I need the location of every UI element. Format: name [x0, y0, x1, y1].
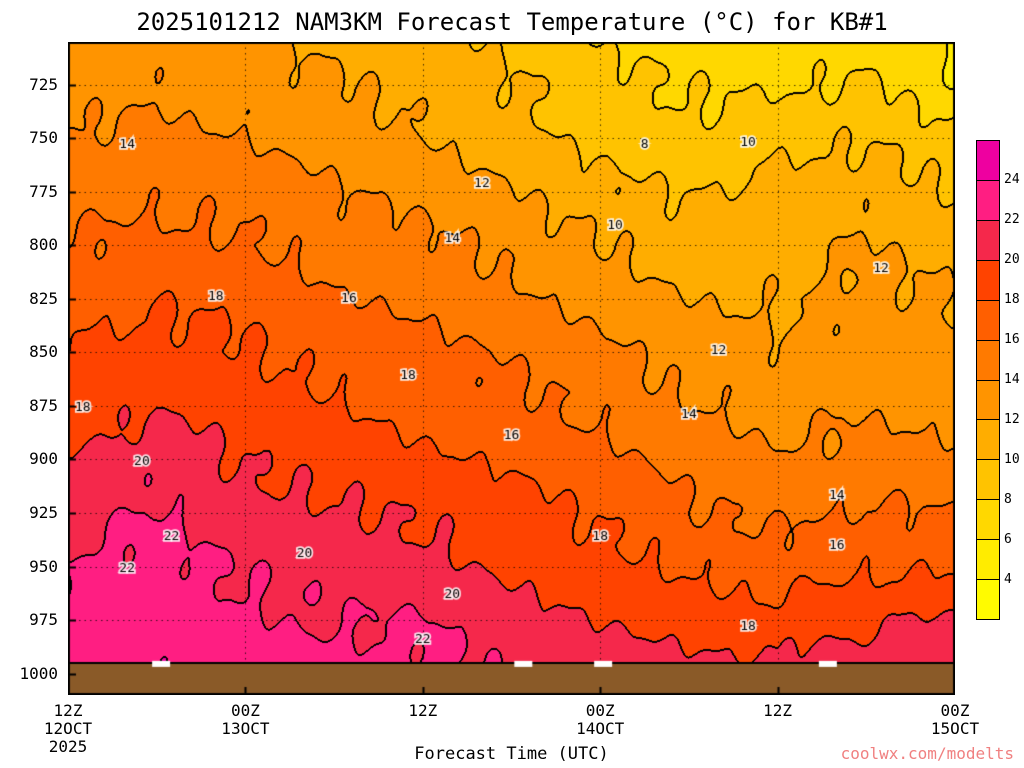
x-tick-label: 12Z: [763, 701, 793, 720]
colorbar: [976, 140, 1000, 620]
colorbar-segment: [977, 579, 999, 620]
colorbar-tick-label: 18: [1004, 292, 1020, 307]
x-year-label: 2025: [48, 737, 88, 756]
colorbar-segment: [977, 539, 999, 580]
y-tick-label: 975: [29, 610, 58, 630]
colorbar-tick-label: 4: [1004, 572, 1012, 587]
x-date-label: 12OCT: [43, 719, 93, 738]
y-tick-label: 875: [29, 395, 58, 415]
colorbar-segment: [977, 141, 999, 180]
x-tick-label: 00Z: [940, 701, 970, 720]
x-date-label: 13OCT: [221, 719, 270, 738]
x-tick-label: 00Z: [230, 701, 260, 720]
contour-plot-canvas: [68, 42, 955, 695]
x-date-label: 14OCT: [576, 719, 625, 738]
y-tick-label: 925: [29, 503, 58, 523]
x-axis-title: Forecast Time (UTC): [414, 744, 609, 764]
colorbar-tick-label: 10: [1004, 452, 1020, 467]
x-tick-label: 12Z: [408, 701, 438, 720]
plot-area: [68, 42, 955, 695]
y-tick-label: 850: [29, 342, 58, 362]
y-tick-label: 1000: [19, 663, 58, 683]
colorbar-segment: [977, 459, 999, 500]
colorbar-tick-label: 8: [1004, 492, 1012, 507]
colorbar-segment: [977, 299, 999, 340]
y-tick-label: 725: [29, 74, 58, 94]
colorbar-segment: [977, 179, 999, 220]
colorbar-tick-label: 6: [1004, 532, 1012, 547]
y-tick-label: 750: [29, 128, 58, 148]
x-date-label: 15OCT: [930, 719, 980, 738]
watermark-text: coolwx.com/modelts: [840, 744, 1014, 763]
colorbar-tick-label: 12: [1004, 412, 1020, 427]
colorbar-segment: [977, 499, 999, 540]
colorbar-segment: [977, 339, 999, 380]
y-tick-label: 950: [29, 556, 58, 576]
y-tick-label: 825: [29, 288, 58, 308]
colorbar-segment: [977, 219, 999, 260]
y-tick-label: 800: [29, 235, 58, 255]
colorbar-tick-label: 24: [1004, 172, 1020, 187]
x-tick-label: 12Z: [53, 701, 83, 720]
y-tick-label: 775: [29, 181, 58, 201]
colorbar-tick-label: 14: [1004, 372, 1020, 387]
colorbar-segment: [977, 379, 999, 420]
colorbar-tick-label: 16: [1004, 332, 1020, 347]
x-tick-label: 00Z: [585, 701, 615, 720]
colorbar-segment: [977, 259, 999, 300]
colorbar-tick-label: 22: [1004, 212, 1020, 227]
colorbar-segment: [977, 419, 999, 460]
colorbar-tick-label: 20: [1004, 252, 1020, 267]
chart-title: 2025101212 NAM3KM Forecast Temperature (…: [136, 8, 888, 36]
y-tick-label: 900: [29, 449, 58, 469]
